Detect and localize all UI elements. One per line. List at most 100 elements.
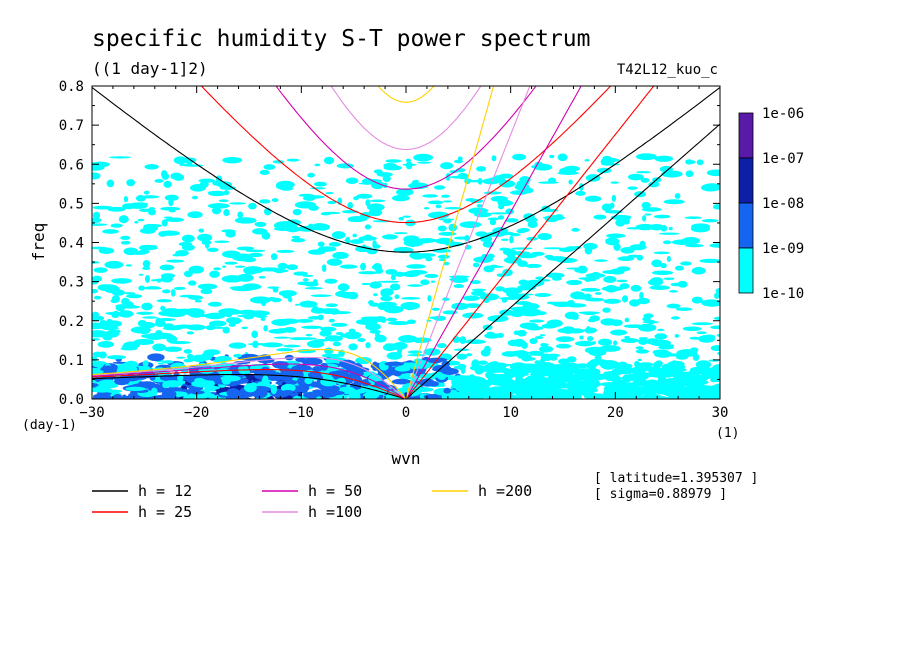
power-blob — [205, 325, 216, 331]
power-blob — [435, 204, 442, 209]
power-blob — [426, 319, 432, 322]
power-blob — [555, 214, 563, 218]
power-blob — [310, 294, 332, 297]
power-blob — [92, 275, 103, 283]
power-blob — [567, 328, 585, 334]
power-blob — [610, 329, 628, 336]
power-blob — [360, 316, 381, 320]
power-blob — [544, 215, 560, 223]
dispersion-curve-kelvin-h25 — [405, 86, 655, 399]
power-blob — [391, 194, 410, 202]
power-blob — [307, 172, 315, 178]
power-blob — [393, 232, 408, 235]
power-blob — [188, 265, 205, 274]
power-blob — [160, 206, 181, 211]
power-blob — [286, 158, 300, 162]
power-blob — [332, 251, 349, 260]
power-blob — [272, 286, 279, 293]
power-blob — [584, 327, 597, 334]
power-blob — [176, 356, 186, 359]
power-blob — [138, 273, 144, 276]
power-blob — [263, 164, 276, 170]
power-blob — [365, 342, 371, 349]
power-blob — [684, 216, 702, 220]
power-blob — [383, 305, 404, 314]
legend-label: h =100 — [308, 503, 362, 521]
power-blob — [633, 371, 649, 381]
power-blob — [305, 333, 313, 337]
power-blob — [161, 289, 171, 294]
power-blob — [120, 240, 131, 245]
power-blob — [294, 201, 317, 209]
power-blob — [409, 252, 419, 259]
power-blob — [163, 216, 173, 219]
x-unit-label: (1) — [716, 426, 739, 441]
power-blob — [407, 350, 423, 354]
power-blob — [188, 295, 204, 300]
power-blob — [437, 254, 450, 259]
power-blob — [636, 254, 643, 261]
power-blob — [635, 223, 656, 231]
power-blob — [473, 256, 494, 263]
power-blob — [106, 179, 115, 188]
power-blob — [263, 325, 268, 332]
power-blob — [486, 231, 506, 237]
power-blob — [331, 231, 346, 240]
power-blob — [208, 320, 227, 327]
power-blob — [487, 217, 500, 221]
power-blob — [102, 229, 119, 234]
power-blob — [307, 316, 324, 320]
power-blob — [538, 345, 554, 353]
power-blob — [598, 338, 613, 346]
power-blob — [160, 305, 166, 311]
power-blob — [242, 257, 257, 263]
power-blob — [130, 251, 148, 255]
power-blob — [441, 367, 459, 375]
power-blob — [104, 260, 124, 269]
power-blob — [299, 384, 310, 392]
power-blob — [158, 231, 167, 237]
power-blob — [120, 235, 131, 240]
power-blob — [551, 276, 562, 281]
power-blob — [476, 166, 487, 172]
power-blob — [324, 335, 343, 342]
power-blob — [157, 362, 164, 365]
power-blob — [594, 292, 602, 295]
power-blob — [436, 343, 447, 349]
power-blob — [92, 223, 108, 226]
power-blob — [301, 300, 314, 306]
power-blob — [187, 393, 196, 399]
power-blob — [636, 171, 651, 174]
power-blob — [499, 247, 510, 251]
power-blob — [213, 326, 225, 329]
power-blob — [443, 218, 452, 224]
power-blob — [302, 274, 314, 277]
power-blob — [368, 208, 383, 217]
power-blob — [623, 324, 645, 328]
power-blob — [685, 170, 694, 178]
power-blob — [408, 182, 429, 190]
power-blob — [546, 272, 565, 279]
dispersion-curve-kelvin-h100 — [405, 86, 531, 399]
legend: h = 12 h = 25 h = 50 h =100 h =200 — [92, 482, 532, 521]
y-axis-label: freq — [29, 223, 48, 262]
power-blob — [660, 262, 667, 269]
power-blob — [254, 386, 265, 391]
power-blob — [527, 220, 538, 229]
power-blob — [312, 366, 323, 372]
power-blob — [706, 169, 720, 177]
power-blob — [516, 329, 527, 337]
legend-label: h = 50 — [308, 482, 362, 500]
power-blob — [92, 217, 102, 223]
power-blob — [138, 208, 153, 212]
power-blob — [390, 274, 396, 281]
power-blob — [601, 286, 624, 292]
power-blob — [500, 238, 509, 241]
power-blob — [111, 278, 132, 284]
power-blob — [616, 266, 631, 272]
power-blob — [574, 363, 591, 369]
power-blob — [566, 279, 583, 286]
power-blob — [189, 184, 206, 192]
power-blob — [676, 374, 691, 381]
power-blob — [568, 179, 573, 185]
